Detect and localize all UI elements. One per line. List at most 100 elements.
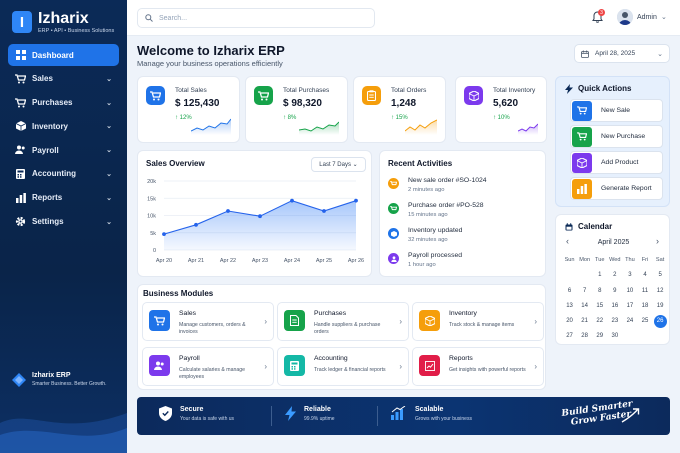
sidebar-item-settings[interactable]: Settings ⌄	[8, 211, 119, 233]
stat-card-orders[interactable]: Total Orders 1,248 ↑ 15%	[353, 76, 446, 143]
calendar-day[interactable]: 1	[598, 272, 602, 279]
sidebar-item-reports[interactable]: Reports ⌄	[8, 187, 119, 209]
search-input[interactable]: Search...	[137, 8, 375, 28]
document-icon	[284, 310, 305, 331]
stat-card-sales[interactable]: Total Sales $ 125,430 ↑ 12%	[137, 76, 240, 143]
module-payroll[interactable]: Payroll Calculate salaries & manage empl…	[142, 347, 274, 386]
avatar[interactable]	[617, 9, 633, 25]
calendar-day[interactable]: 5	[658, 272, 662, 279]
feature-description: 99.9% uptime	[304, 416, 335, 422]
calendar-day[interactable]: 22	[596, 318, 604, 325]
calendar-day[interactable]: 16	[611, 302, 619, 309]
data-point[interactable]	[322, 209, 326, 213]
calendar-day[interactable]: 15	[596, 302, 604, 309]
stat-card-inventory[interactable]: Total Inventory 5,620 ↑ 10%	[455, 76, 547, 143]
data-point[interactable]	[194, 222, 198, 227]
calendar-day	[653, 329, 668, 344]
range-select-value: Last 7 Days	[319, 161, 351, 168]
stat-change-value: 15%	[395, 115, 408, 121]
calendar-day[interactable]: 29	[596, 333, 604, 340]
calendar-day[interactable]: 3	[628, 272, 632, 279]
calendar-day[interactable]: 9	[613, 287, 617, 294]
activity-item[interactable]: Inventory updated 32 minutes ago	[388, 227, 462, 243]
range-select[interactable]: Last 7 Days ⌄	[311, 157, 366, 172]
calendar-weekday: Mon	[579, 257, 591, 263]
sidebar-item-label: Purchases	[32, 98, 73, 108]
feature-title: Secure	[180, 406, 204, 413]
activity-item[interactable]: Payroll processed 1 hour ago	[388, 252, 462, 268]
calendar-weekday: Thu	[625, 257, 635, 263]
calendar-day[interactable]: 11	[641, 287, 649, 294]
chevron-right-icon: ›	[534, 362, 537, 371]
activity-item[interactable]: Purchase order #PO-528 15 minutes ago	[388, 202, 484, 218]
calendar-day[interactable]: 7	[582, 287, 587, 294]
add-product-button[interactable]: Add Product	[570, 151, 663, 174]
sidebar-item-dashboard[interactable]: Dashboard	[8, 44, 119, 66]
calendar-day[interactable]: 10	[626, 287, 634, 294]
calendar-day[interactable]: 2	[613, 272, 617, 279]
calendar-day[interactable]: 4	[643, 272, 647, 279]
user-name[interactable]: Admin	[637, 14, 657, 21]
sidebar-item-sales[interactable]: Sales ⌄	[8, 68, 119, 90]
activity-title: Purchase order #PO-528	[408, 202, 484, 209]
calendar-day	[637, 329, 652, 344]
new-sale-button[interactable]: New Sale	[570, 99, 663, 122]
calendar-day	[577, 268, 592, 283]
activity-time: 1 hour ago	[408, 262, 436, 268]
app-logo[interactable]: I Izharix ERP • API • Business Solutions	[12, 10, 114, 34]
calendar-day[interactable]: 14	[581, 302, 588, 309]
calendar-day[interactable]: 24	[626, 318, 634, 325]
calendar-day[interactable]: 25	[641, 318, 649, 325]
stat-change-value: 12%	[179, 115, 192, 121]
date-picker[interactable]: April 28, 2025 ⌄	[574, 44, 670, 63]
cart-icon	[254, 86, 273, 105]
generate-report-button[interactable]: Generate Report	[570, 177, 663, 200]
calendar-icon	[565, 223, 573, 231]
calendar-weekday: Sun	[564, 257, 575, 263]
card-title: Calendar	[578, 222, 613, 231]
calendar-next-button[interactable]: ›	[656, 236, 659, 246]
module-sales[interactable]: Sales Manage customers, orders & invoice…	[142, 302, 274, 341]
calendar-day[interactable]: 17	[626, 302, 634, 309]
sidebar-item-purchases[interactable]: Purchases ⌄	[8, 92, 119, 114]
sidebar-item-inventory[interactable]: Inventory ⌄	[8, 115, 119, 137]
calendar-day[interactable]: 28	[581, 333, 588, 340]
growth-chart-icon	[391, 406, 406, 420]
data-point[interactable]	[290, 198, 294, 203]
data-point[interactable]	[162, 232, 166, 237]
sidebar-item-payroll[interactable]: Payroll ⌄	[8, 139, 119, 161]
data-point[interactable]	[354, 198, 358, 203]
sidebar-item-accounting[interactable]: Accounting ⌄	[8, 163, 119, 185]
chevron-down-icon[interactable]: ⌄	[661, 14, 667, 21]
calendar-day[interactable]: 6	[567, 287, 572, 294]
calendar-day[interactable]: 8	[598, 287, 602, 294]
x-tick-label: Apr 22	[220, 258, 236, 264]
module-reports[interactable]: Reports Get insights with powerful repor…	[412, 347, 544, 386]
module-inventory[interactable]: Inventory Track stock & manage items ›	[412, 302, 544, 341]
features-banner: Secure Your data is safe with us Reliable…	[137, 397, 670, 435]
activity-time: 15 minutes ago	[408, 212, 448, 218]
calendar-day[interactable]: 26	[653, 314, 668, 329]
data-point[interactable]	[226, 209, 230, 213]
y-tick-label: 5k	[150, 231, 156, 237]
data-point[interactable]	[258, 214, 262, 219]
new-purchase-button[interactable]: New Purchase	[570, 125, 663, 148]
calendar-day[interactable]: 21	[581, 318, 588, 325]
calendar-day[interactable]: 12	[656, 287, 664, 294]
calendar-day[interactable]: 19	[656, 302, 664, 309]
activity-item[interactable]: New sale order #SO-1024 2 minutes ago	[388, 177, 487, 193]
calendar-day[interactable]: 13	[566, 302, 573, 309]
calendar-today[interactable]: 26	[653, 315, 667, 329]
calendar-day[interactable]: 23	[611, 318, 619, 325]
calendar-prev-button[interactable]: ‹	[566, 236, 569, 246]
module-accounting[interactable]: Accounting Track ledger & financial repo…	[277, 347, 409, 386]
calendar-day	[562, 268, 577, 283]
stat-card-purchases[interactable]: Total Purchases $ 98,320 ↑ 8%	[245, 76, 348, 143]
feature-title: Reliable	[304, 406, 331, 413]
calendar-day[interactable]: 20	[566, 318, 573, 325]
calendar-day[interactable]: 27	[566, 333, 573, 340]
calendar-day[interactable]: 18	[641, 302, 649, 309]
calendar-day[interactable]: 30	[611, 333, 619, 340]
module-purchases[interactable]: Purchases Handle suppliers & purchase or…	[277, 302, 409, 341]
stat-change: ↑ 10%	[493, 115, 510, 121]
